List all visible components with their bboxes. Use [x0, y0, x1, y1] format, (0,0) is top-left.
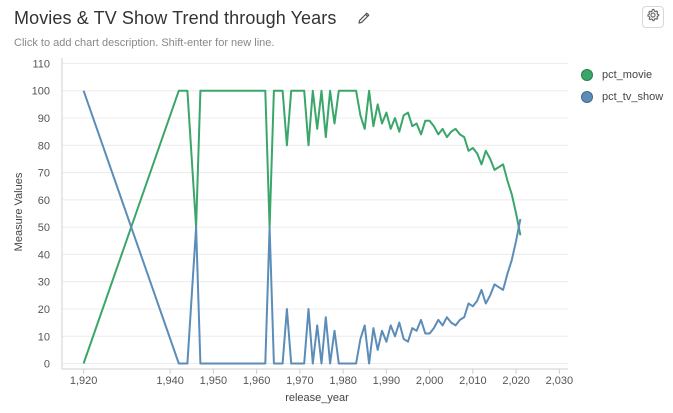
- y-tick-label: 40: [38, 249, 50, 261]
- legend-swatch-pct-movie: [581, 69, 593, 81]
- legend-label-pct-movie: pct_movie: [602, 69, 653, 81]
- series-line-pct-movie[interactable]: [82, 89, 522, 364]
- y-tick-label: 110: [32, 58, 50, 70]
- x-tick-label: 1,960: [243, 375, 271, 387]
- x-tick-label: 1,990: [373, 375, 401, 387]
- gear-icon: [646, 8, 660, 27]
- y-tick-label: 20: [38, 304, 50, 316]
- chart-description[interactable]: Click to add chart description. Shift-en…: [14, 37, 275, 49]
- y-tick-label: 90: [38, 113, 50, 125]
- y-tick-label: 50: [38, 222, 50, 234]
- x-axis-label: release_year: [285, 392, 349, 404]
- y-tick-label: 60: [38, 195, 50, 207]
- y-tick-label: 80: [38, 140, 50, 152]
- x-tick-label: 2,030: [546, 375, 574, 387]
- y-tick-label: 30: [38, 277, 50, 289]
- x-tick-label: 1,980: [329, 375, 357, 387]
- y-tick-label: 0: [44, 359, 50, 371]
- x-tick-label: 2,020: [502, 375, 530, 387]
- legend-item-pct-movie[interactable]: pct_movie: [581, 64, 663, 86]
- y-axis-label: Measure Values: [13, 172, 25, 251]
- x-tick-label: 2,010: [459, 375, 487, 387]
- legend-item-pct-tv-show[interactable]: pct_tv_show: [581, 86, 663, 108]
- y-tick-label: 10: [38, 331, 50, 343]
- legend-label-pct-tv-show: pct_tv_show: [602, 91, 664, 103]
- chart-title[interactable]: Movies & TV Show Trend through Years: [14, 8, 337, 28]
- pencil-icon[interactable]: [356, 10, 372, 26]
- legend: pct_movie pct_tv_show: [581, 64, 663, 108]
- x-tick-label: 1,920: [70, 375, 98, 387]
- series-line-pct-tv-show[interactable]: [82, 90, 522, 365]
- x-tick-label: 2,000: [416, 375, 444, 387]
- x-tick-label: 1,940: [156, 375, 184, 387]
- y-tick-label: 70: [38, 168, 50, 180]
- settings-button[interactable]: [642, 6, 664, 28]
- y-tick-label: 100: [32, 86, 50, 98]
- legend-swatch-pct-tv-show: [581, 91, 593, 103]
- x-tick-label: 1,950: [200, 375, 228, 387]
- x-tick-label: 1,970: [286, 375, 314, 387]
